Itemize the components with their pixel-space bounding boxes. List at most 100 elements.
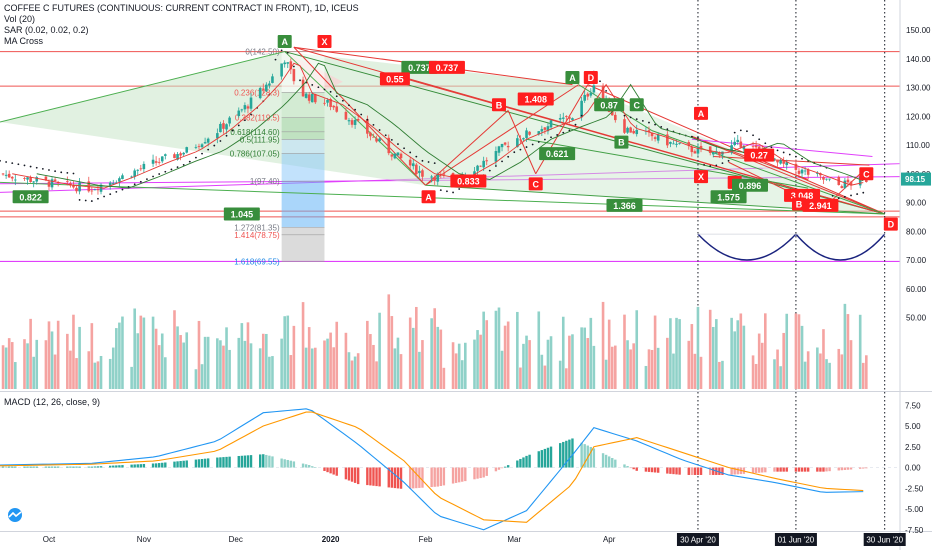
volume-bar [4, 347, 8, 389]
candle-body [800, 169, 804, 174]
macd-histogram-bar [559, 443, 562, 468]
volume-bar [586, 338, 590, 389]
macd-histogram-bar [151, 463, 155, 468]
macd-histogram-bar [130, 464, 133, 468]
chart-title: COFFEE C FUTURES (CONTINUOUS: CURRENT CO… [4, 3, 359, 13]
volume-bar [329, 332, 332, 389]
macd-histogram-bar [757, 467, 761, 473]
volume-bar [96, 361, 100, 389]
volume-bar [843, 303, 847, 389]
volume-bar [56, 320, 60, 389]
sar-dot [758, 138, 761, 141]
candle-body [53, 179, 57, 181]
macd-histogram-bar [669, 467, 672, 474]
vol-indicator-label[interactable]: Vol (20) [4, 14, 36, 24]
volume-bar [479, 334, 482, 389]
sar-dot [292, 65, 295, 68]
candle-body [375, 138, 378, 142]
macd-histogram-bar [323, 467, 326, 471]
macd-histogram-bar [779, 467, 782, 472]
macd-histogram-bar [482, 467, 485, 478]
volume-bar [690, 324, 694, 389]
macd-histogram-bar [356, 467, 360, 485]
volume-bar [268, 356, 271, 389]
pattern-label: A [281, 37, 288, 47]
sar-dot [103, 195, 105, 198]
macd-histogram-bar [485, 467, 488, 476]
fib-zone [281, 139, 325, 154]
candle-body [614, 114, 617, 121]
volume-bar [779, 366, 782, 389]
sar-dot [501, 160, 503, 163]
volume-bar [794, 313, 798, 389]
volume-bar [237, 337, 241, 389]
macd-histogram-bar [580, 442, 583, 468]
sar-indicator-label[interactable]: SAR (0.02, 0.02, 0.2) [4, 25, 89, 35]
volume-bar [699, 356, 703, 389]
macd-histogram-bar [816, 467, 819, 472]
candle-body [228, 117, 231, 124]
sar-dot [384, 134, 387, 137]
macd-histogram-bar [604, 454, 608, 468]
price-tick-label: 140.00 [906, 55, 931, 64]
candle-body [173, 154, 176, 159]
pattern-label: 3.048 [791, 191, 814, 201]
candle-body [121, 175, 124, 180]
candle-body [164, 154, 167, 156]
volume-bar [258, 348, 262, 389]
tradingview-logo-icon[interactable] [6, 508, 24, 522]
sar-dot [801, 157, 803, 160]
sar-dot [354, 108, 357, 111]
sar-dot [195, 156, 197, 159]
volume-bar [151, 316, 155, 389]
candle-body [108, 182, 112, 186]
macd-histogram-bar [26, 466, 29, 468]
pattern-label-box [428, 60, 465, 74]
volume-bar [571, 334, 574, 389]
candle-body [736, 139, 740, 143]
macd-histogram-bar [506, 465, 510, 468]
volume-bar [399, 354, 403, 389]
volume-bar [130, 366, 133, 389]
macd-histogram-bar [730, 467, 733, 475]
candle-body [225, 124, 228, 130]
macd-histogram-bar [393, 467, 397, 489]
pattern-label: D [588, 73, 595, 83]
macd-histogram-bar [592, 448, 596, 468]
sar-dot [372, 123, 375, 126]
volume-bar [47, 321, 51, 389]
sar-dot [133, 183, 136, 186]
sar-dot [182, 163, 185, 166]
candle-body [307, 94, 311, 101]
sar-dot [654, 123, 657, 126]
candle-body [179, 153, 182, 156]
volume-bar [696, 306, 700, 389]
candle-body [623, 119, 626, 133]
volume-bar [387, 294, 391, 389]
candle-body [816, 173, 819, 175]
volume-bar [782, 332, 785, 389]
volume-bar [678, 319, 681, 389]
pattern-label-box [694, 170, 709, 184]
ma-fast-line [12, 62, 864, 189]
ma-cross-indicator-label[interactable]: MA Cross [4, 36, 44, 46]
volume-bar [93, 362, 97, 389]
candle-body [96, 189, 100, 191]
macd-indicator-label[interactable]: MACD (12, 26, close, 9) [4, 397, 101, 407]
candle-body [151, 159, 155, 164]
candle-body [280, 63, 283, 77]
macd-histogram-bar [718, 467, 721, 475]
volume-bar [378, 312, 381, 389]
candle-body [136, 169, 140, 171]
volume-bar [246, 322, 250, 389]
candle-body [44, 176, 48, 180]
candle-body [537, 131, 541, 135]
pattern-label-box [710, 190, 747, 204]
macd-histogram-bar [375, 467, 378, 487]
macd-histogram-bar [154, 463, 158, 468]
sar-dot [764, 142, 767, 145]
macd-histogram-bar [693, 467, 697, 475]
macd-histogram-bar [525, 455, 528, 468]
trend-line [691, 138, 873, 157]
